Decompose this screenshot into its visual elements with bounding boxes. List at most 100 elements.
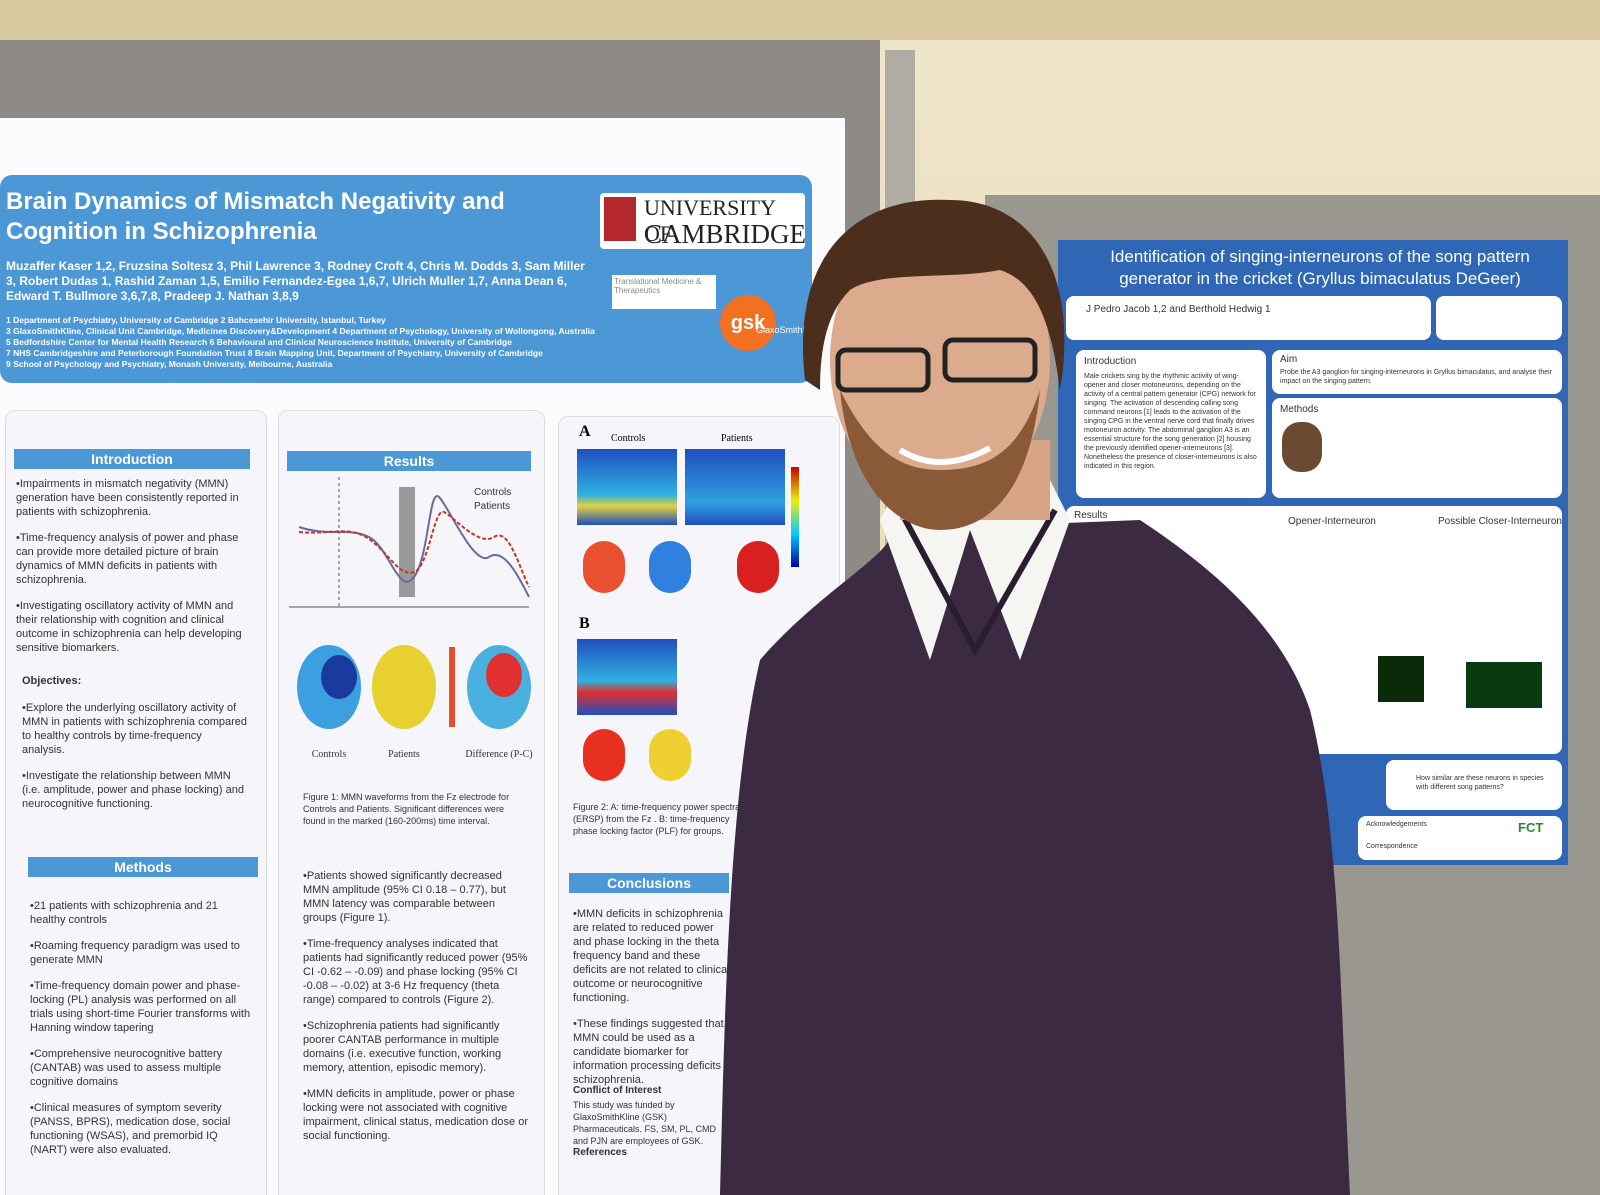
face (830, 215, 1050, 505)
list-item: 1 Department of Psychiatry, University o… (6, 315, 386, 325)
list-item: 5 Bedfordshire Center for Mental Health … (6, 337, 512, 347)
section-heading: Methods (1280, 404, 1319, 415)
bullets: 21 patients with schizophrenia and 21 he… (30, 899, 255, 1169)
institution: CAMBRIDGE (644, 219, 807, 249)
list-item: Schizophrenia patients had significantly… (303, 1019, 528, 1075)
topomap (649, 729, 691, 781)
panel-label: B (579, 615, 590, 632)
question: How similar are these neurons in species… (1416, 775, 1544, 791)
list-item: 21 patients with schizophrenia and 21 he… (30, 899, 255, 927)
list-item: These findings suggested that MMN could … (573, 1017, 733, 1087)
poster-title: Brain Dynamics of Mismatch Negativity an… (6, 188, 505, 245)
section-heading: Aim (1280, 354, 1298, 365)
sweater-neckline (897, 508, 1058, 657)
list-item: Investigating oscillatory activity of MM… (16, 599, 251, 655)
map-label: Controls (312, 749, 347, 760)
intro-box: Introduction Male crickets sing by the r… (1076, 350, 1266, 498)
section-heading: Methods (28, 857, 258, 877)
topomap-region (486, 653, 522, 697)
colorbar (449, 647, 455, 727)
aim-box: Aim Probe the A3 ganglion for singing-in… (1272, 350, 1562, 394)
highlight-interval (399, 487, 415, 597)
intro-text: Male crickets sing by the rhythmic activ… (1084, 373, 1257, 470)
list-item: Roaming frequency paradigm was used to g… (30, 939, 255, 967)
fluorescence-image (1466, 662, 1542, 708)
column: Introduction Impairments in mismatch neg… (5, 410, 267, 1195)
topomaps: Controls Patients Difference (P-C) (297, 645, 533, 760)
section-heading: Results (1074, 510, 1108, 521)
methods-box: Methods (1272, 398, 1562, 498)
section-heading: Conclusions (569, 873, 729, 893)
list-item: Impairments in mismatch negativity (MMN)… (16, 477, 251, 519)
list-item: MMN deficits in amplitude, power or phas… (303, 1087, 528, 1143)
bullets: Impairments in mismatch negativity (MMN)… (16, 477, 251, 667)
subheading: Conflict of Interest (573, 1085, 662, 1096)
list-item: 7 NHS Cambridgeshire and Peterborough Fo… (6, 348, 543, 358)
topomap (583, 729, 625, 781)
beard (840, 390, 1040, 530)
list-item: Time-frequency analysis of power and pha… (16, 531, 251, 587)
map-label: Difference (P-C) (465, 749, 532, 760)
waveform-figure: Controls Patients (289, 477, 530, 608)
poster-header: Brain Dynamics of Mismatch Negativity an… (0, 175, 823, 383)
list-item: Comprehensive neurocognitive battery (CA… (30, 1047, 255, 1089)
fluorescence-image (1378, 656, 1424, 702)
legend-entry: Controls (474, 487, 511, 498)
list-item: 9 School of Psychology and Psychiatry, M… (6, 359, 333, 369)
author-box: J Pedro Jacob 1,2 and Berthold Hedwig 1 (1066, 296, 1431, 340)
figure-caption: Figure 1: MMN waveforms from the Fz elec… (303, 792, 510, 826)
section-heading: Results (287, 451, 531, 471)
list-item: Time-frequency domain power and phase-lo… (30, 979, 255, 1035)
conflict-text: This study was funded by GlaxoSmithKline… (573, 1100, 717, 1146)
cricket-image (1282, 422, 1322, 472)
figure-caption: Figure 2: A: time-frequency power spectr… (573, 802, 741, 836)
column-label: Controls (611, 433, 646, 444)
ack-box: Acknowledgements Correspondence FCT (1358, 816, 1562, 860)
hair (802, 199, 1065, 390)
person (720, 199, 1350, 1195)
topomap (372, 645, 436, 729)
crest (604, 197, 636, 241)
gsk-logo: gsk (720, 295, 776, 351)
logo-box (1436, 296, 1562, 340)
controls-curve (298, 495, 530, 598)
column-heading: Possible Closer-Interneuron (1438, 516, 1562, 527)
topomap (649, 541, 691, 593)
affiliations: 1 Department of Psychiatry, University o… (6, 315, 706, 370)
plf-map (577, 639, 677, 715)
gsk-name: GlaxoSmithKline (756, 325, 823, 335)
column-heading: Opener-Interneuron (1288, 516, 1376, 527)
aim-text: Probe the A3 ganglion for singing-intern… (1280, 369, 1552, 385)
ersp-map (685, 449, 785, 525)
bullets: Patients showed significantly decreased … (303, 869, 528, 1155)
list-item: Patients showed significantly decreased … (303, 869, 528, 925)
panel-label: A (579, 423, 591, 440)
list-item: Investigate the relationship between MMN… (22, 769, 247, 811)
list-item: MMN deficits in schizophrenia are relate… (573, 907, 733, 1005)
section-heading: Introduction (1084, 356, 1137, 367)
glasses-lens (835, 347, 931, 393)
topomap-region (321, 655, 357, 699)
authors: J Pedro Jacob 1,2 and Berthold Hedwig 1 (1086, 304, 1271, 315)
list-item: Clinical measures of symptom severity (P… (30, 1101, 255, 1157)
column: Results Controls Patients Controls Patie… (278, 410, 545, 1195)
glasses-lens (942, 337, 1038, 383)
list-item: 3 GlaxoSmithKline, Clinical Unit Cambrid… (6, 326, 595, 336)
topomap (737, 541, 779, 593)
colorbar (791, 467, 799, 567)
ersp-map (577, 449, 677, 525)
patients-curve (298, 510, 530, 588)
bullets: MMN deficits in schizophrenia are relate… (573, 907, 733, 1099)
tmat-logo: Translational Medicine & Therapeutics (612, 275, 716, 309)
wall-top (0, 0, 1600, 40)
poster-title: Identification of singing-interneurons o… (1110, 247, 1530, 288)
column-label: Patients (721, 433, 753, 444)
bullets: Explore the underlying oscillatory activ… (22, 701, 247, 823)
sweater (720, 520, 1350, 1195)
section-heading: Correspondence (1366, 843, 1418, 850)
authors: Muzaffer Kaser 1,2, Fruzsina Soltesz 3, … (6, 259, 585, 303)
left-poster: Brain Dynamics of Mismatch Negativity an… (0, 118, 845, 1195)
legend-entry: Patients (474, 501, 510, 512)
subheading: Objectives: (22, 675, 82, 687)
